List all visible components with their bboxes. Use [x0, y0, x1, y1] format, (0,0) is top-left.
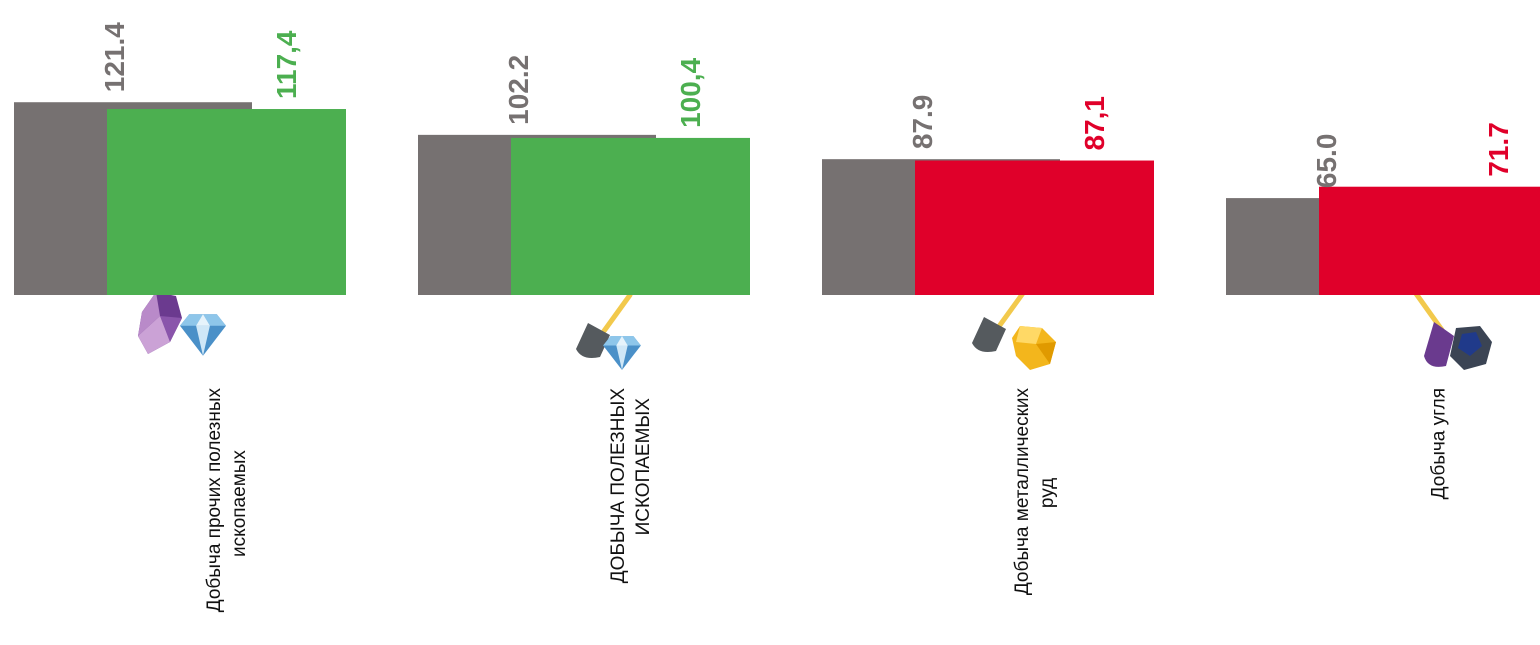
- category-label-2-line-2: ИСКОПАЕМЫХ: [633, 398, 654, 536]
- value-label-current-2: 100,4: [675, 57, 706, 127]
- shovel-coal-icon: [1409, 285, 1492, 370]
- category-label-4-line-1: Добыча угля: [1429, 388, 1450, 499]
- value-label-previous-3: 87.9: [907, 95, 938, 150]
- category-label-2-line-1: ДОБЫЧА ПОЛЕЗНЫХ: [608, 388, 629, 584]
- category-icons: [138, 285, 1492, 370]
- value-label-current-1: 117,4: [271, 30, 302, 99]
- category-label-1-line-2: ископаемых: [229, 450, 250, 557]
- value-label-current-3: 87,1: [1079, 96, 1110, 151]
- value-label-current-4: 71.7: [1483, 122, 1514, 177]
- value-label-previous-4: 65.0: [1311, 134, 1342, 189]
- value-label-previous-1: 121.4: [99, 22, 130, 92]
- bar-current-1: [107, 109, 346, 296]
- bar-current-2: [511, 137, 750, 295]
- gem-cluster-icon: [138, 292, 226, 356]
- bar-current-3: [915, 160, 1154, 295]
- shovel-gold-ore-icon: [972, 289, 1056, 370]
- bar-current-4: [1319, 186, 1540, 295]
- category-label-3-line-2: руд: [1037, 478, 1058, 508]
- shovel-diamond-icon: [576, 295, 641, 370]
- category-label-3-line-1: Добыча металлических: [1012, 388, 1033, 596]
- plot-area: 121.4 117,4 Добыча прочих полезных ископаем…: [14, 22, 1540, 613]
- category-label-1-line-1: Добыча прочих полезных: [204, 388, 225, 613]
- value-label-previous-2: 102.2: [503, 55, 534, 125]
